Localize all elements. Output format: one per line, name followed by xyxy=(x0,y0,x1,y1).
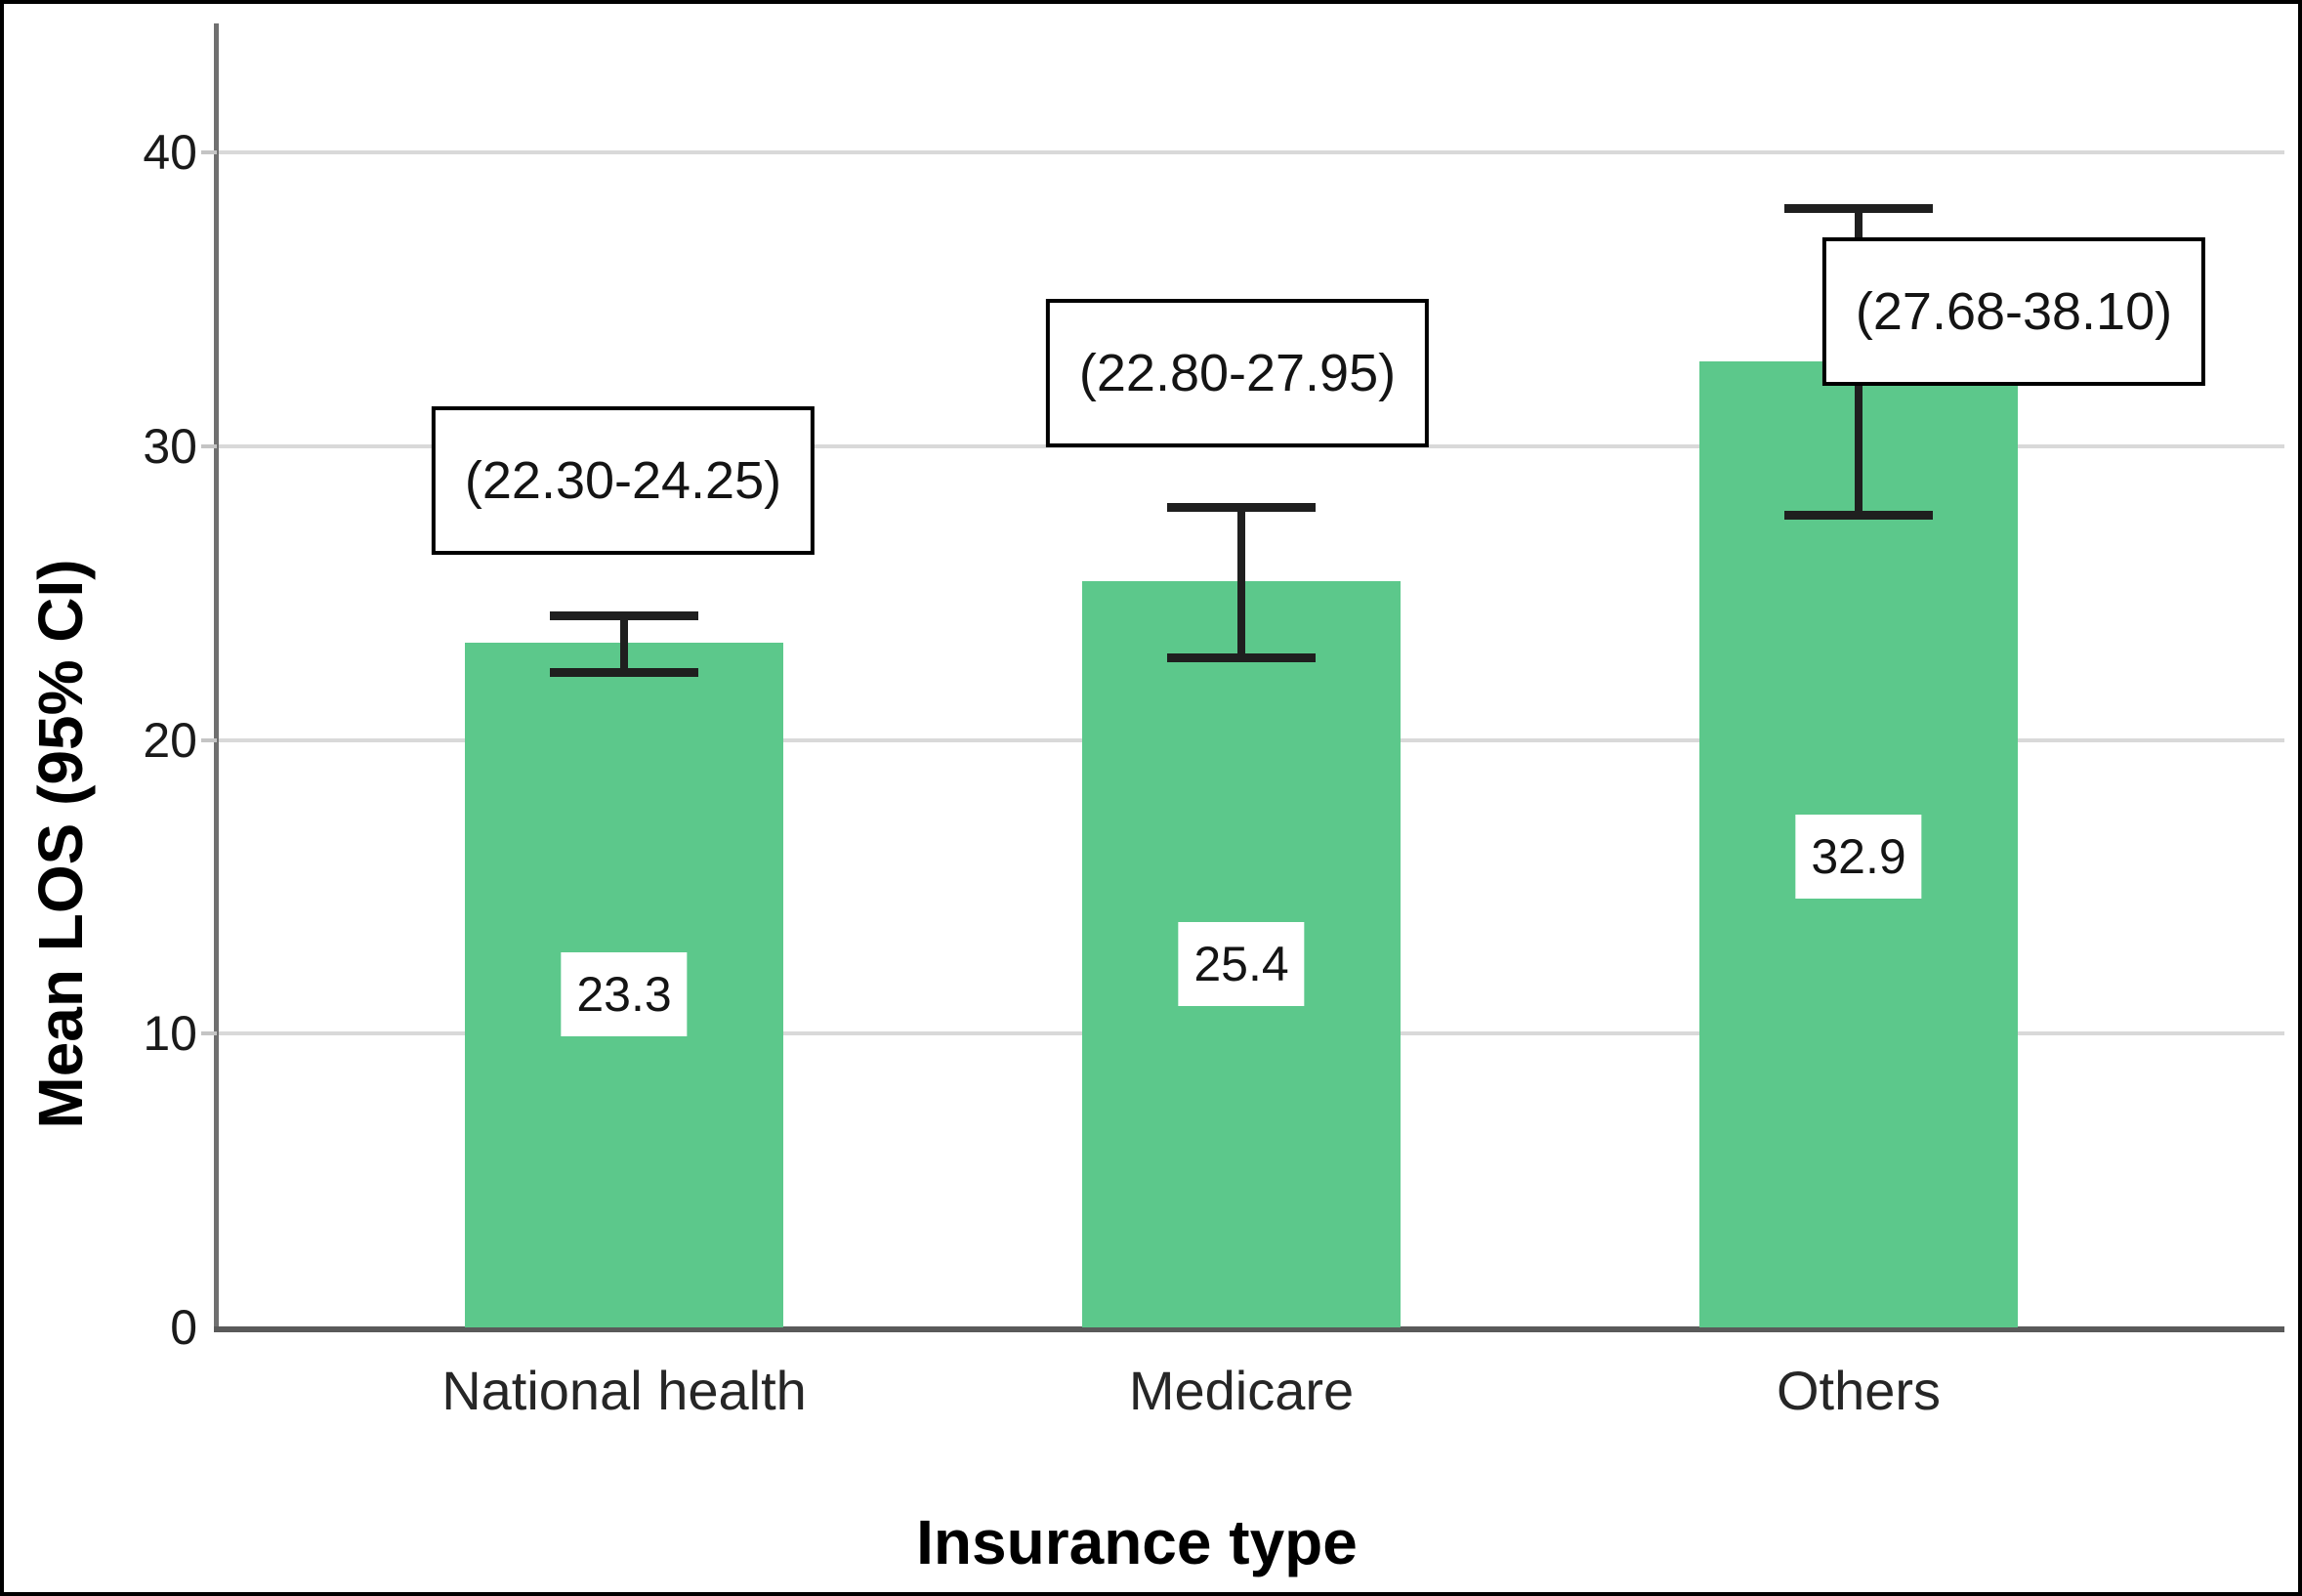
error-bar-cap-top xyxy=(1167,503,1316,512)
error-bar-cap-bottom xyxy=(550,668,698,677)
y-tick-mark xyxy=(201,738,217,742)
error-bar-cap-top xyxy=(550,611,698,620)
y-tick-mark xyxy=(201,150,217,154)
x-axis-line xyxy=(214,1326,2284,1332)
y-gridline xyxy=(219,150,2284,154)
y-tick-label: 30 xyxy=(143,419,197,474)
y-axis-title: Mean LOS (95% CI) xyxy=(25,559,96,1129)
bar-value-label: 23.3 xyxy=(561,952,688,1036)
error-bar-cap-bottom xyxy=(1167,653,1316,662)
error-bar-stem xyxy=(1237,507,1245,657)
y-tick-label: 40 xyxy=(143,125,197,180)
x-category-label: Medicare xyxy=(1128,1360,1355,1421)
y-tick-label: 0 xyxy=(170,1300,197,1355)
ci-annotation-box: (22.80-27.95) xyxy=(1045,299,1430,447)
y-axis-line xyxy=(214,23,219,1332)
error-bar-cap-bottom xyxy=(1784,511,1933,520)
bar-value-label: 25.4 xyxy=(1178,922,1305,1006)
y-tick-mark xyxy=(201,1031,217,1035)
ci-annotation-box: (27.68-38.10) xyxy=(1821,237,2206,386)
bar-value-label: 32.9 xyxy=(1795,815,1922,899)
y-tick-label: 20 xyxy=(143,713,197,768)
x-axis-title: Insurance type xyxy=(916,1507,1358,1577)
error-bar-stem xyxy=(620,615,628,672)
y-tick-label: 10 xyxy=(143,1006,197,1061)
error-bar-cap-top xyxy=(1784,204,1933,213)
x-category-label: Others xyxy=(1776,1360,1942,1421)
ci-annotation-box: (22.30-24.25) xyxy=(431,406,816,555)
x-category-label: National health xyxy=(441,1360,807,1421)
y-tick-mark xyxy=(201,444,217,448)
